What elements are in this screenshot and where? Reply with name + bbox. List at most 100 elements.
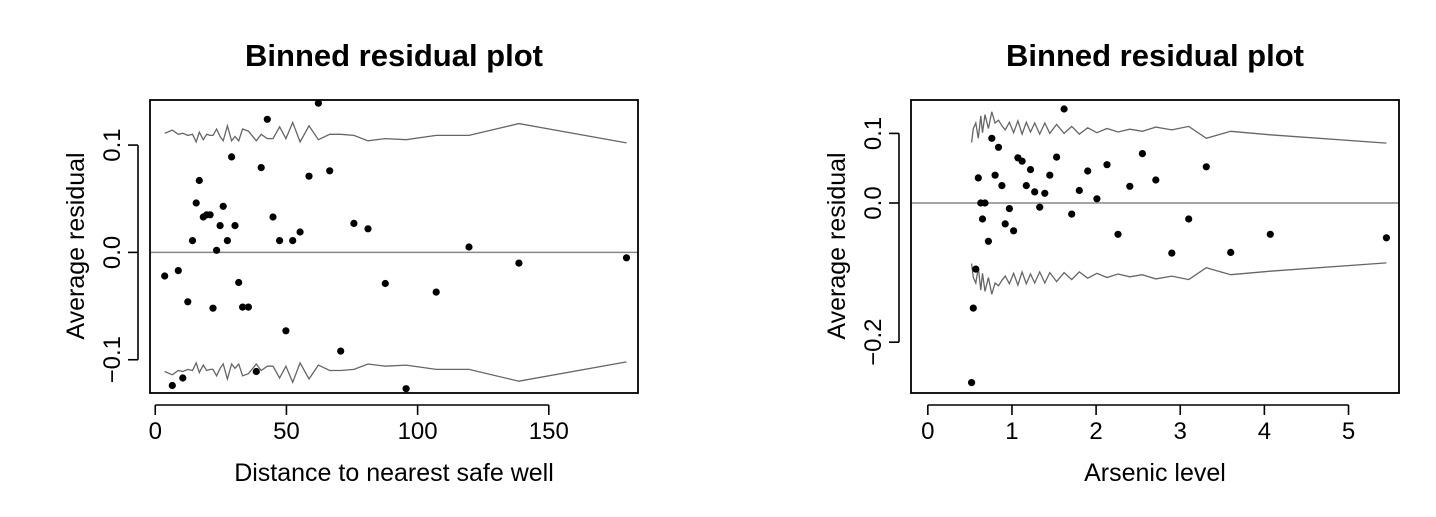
chart-title: Binned residual plot [1006, 38, 1304, 73]
x-tick-label: 2 [1089, 418, 1102, 445]
data-point [1266, 230, 1274, 238]
data-point [179, 374, 187, 382]
y-axis-label: Average residual [62, 152, 90, 339]
plot-area: 0 1 2 3 4 5 −0.2 0.0 0.1 [860, 99, 1400, 445]
data-point [1060, 105, 1068, 113]
chart-arsenic: Binned residual plot Arsenic level Avera… [823, 38, 1400, 487]
y-axis-label: Average residual [823, 152, 851, 339]
x-tick-label: 100 [398, 418, 438, 445]
data-point [1018, 157, 1026, 165]
data-point [213, 246, 221, 254]
x-tick-label: 50 [273, 418, 300, 445]
data-point [314, 99, 322, 107]
data-point [364, 225, 372, 233]
data-point [984, 237, 993, 245]
data-point [192, 199, 200, 207]
data-point [188, 237, 197, 245]
data-point [326, 167, 334, 175]
data-point [1036, 203, 1044, 211]
chart-title: Binned residual plot [245, 38, 543, 73]
data-point [1152, 176, 1160, 184]
data-point [1093, 195, 1101, 203]
data-point [184, 298, 192, 306]
x-tick-label: 1 [1005, 418, 1018, 445]
data-point [244, 303, 252, 311]
data-point [235, 278, 243, 287]
data-point [1041, 189, 1049, 197]
data-point [1084, 167, 1092, 175]
data-point [206, 211, 214, 219]
data-point [161, 272, 169, 280]
x-tick-label: 0 [149, 418, 162, 445]
lower-error-band [164, 361, 627, 385]
data-point [991, 171, 999, 179]
data-point [219, 202, 227, 210]
data-point [1046, 171, 1054, 179]
data-point [515, 259, 523, 267]
y-tick-label: −0.1 [99, 336, 126, 383]
x-tick-label: 4 [1258, 418, 1271, 445]
data-point [998, 182, 1006, 190]
data-point [350, 219, 358, 227]
data-point [1022, 182, 1030, 190]
y-tick-label: 0.1 [99, 128, 126, 161]
x-axis-label: Distance to nearest safe well [234, 459, 554, 487]
data-point [1031, 188, 1039, 196]
data-point [223, 237, 231, 245]
data-point [969, 304, 977, 312]
data-point [981, 199, 989, 207]
x-tick-label: 0 [921, 418, 934, 445]
plot-area: 0 50 100 150 −0.1 0.0 0.1 [99, 99, 639, 445]
data-point [1227, 248, 1235, 256]
data-point [1026, 166, 1035, 174]
data-point [1001, 220, 1009, 228]
upper-error-band [970, 111, 1387, 144]
data-point [432, 288, 440, 296]
data-point [282, 327, 290, 335]
plot-frame [149, 99, 639, 394]
data-point [231, 222, 239, 230]
data-point [174, 267, 182, 275]
data-point [1103, 161, 1111, 169]
data-point [1075, 186, 1083, 195]
upper-error-band [164, 120, 627, 144]
data-point [974, 174, 982, 182]
x-tick-label: 150 [529, 418, 569, 445]
data-point [968, 379, 976, 387]
data-point [195, 176, 203, 185]
data-point [263, 115, 271, 123]
data-point [381, 279, 389, 288]
data-point [252, 367, 260, 376]
data-point [1053, 153, 1061, 161]
data-point [289, 237, 297, 245]
data-point [1010, 227, 1018, 235]
data-point [1168, 249, 1176, 257]
plot-frame [910, 99, 1400, 394]
data-point [988, 134, 996, 142]
data-point [305, 172, 313, 180]
lower-error-band [970, 262, 1387, 295]
data-point [972, 265, 980, 273]
data-point [1185, 215, 1193, 223]
data-point [402, 385, 410, 393]
data-point [228, 153, 236, 161]
chart-distance: Binned residual plot Distance to nearest… [62, 38, 639, 487]
data-point [269, 213, 277, 221]
data-point [1005, 205, 1014, 213]
data-point [622, 254, 631, 262]
data-point [296, 228, 304, 236]
data-point [1068, 210, 1076, 218]
data-point [1126, 182, 1134, 190]
y-tick-label: 0.0 [99, 236, 126, 269]
y-tick-label: 0.1 [860, 117, 887, 150]
data-point [465, 243, 473, 251]
data-point [1382, 234, 1390, 242]
data-point [337, 347, 345, 355]
y-tick-label: 0.0 [860, 186, 887, 219]
data-point [257, 164, 265, 172]
y-tick-label: −0.2 [860, 318, 887, 365]
x-tick-label: 3 [1174, 418, 1187, 445]
data-point [216, 222, 224, 230]
data-point [994, 143, 1003, 151]
